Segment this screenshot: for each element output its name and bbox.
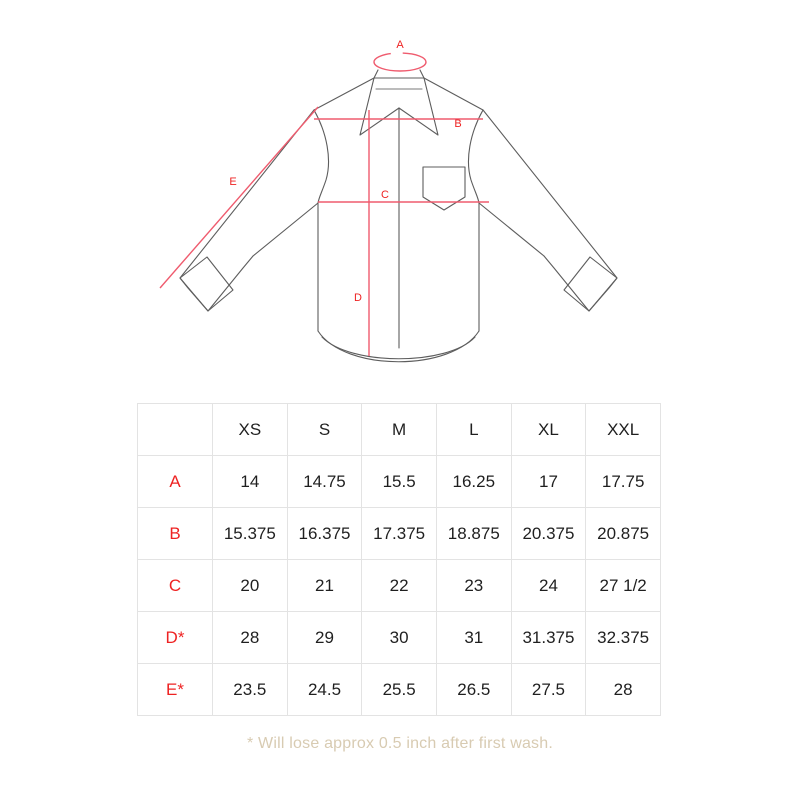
cell-b-xs: 15.375 [212,507,288,560]
size-chart-table-body: A 14 14.75 15.5 16.25 17 17.75 B 15.375 … [137,455,661,716]
cell-b-m: 17.375 [361,507,437,560]
cell-d-s: 29 [286,611,363,664]
left-sleeve-inner-seam [252,202,319,257]
column-header-xl: XL [510,403,587,456]
cell-a-xs: 14 [212,455,288,508]
left-armhole-curve [313,109,329,204]
measure-label-c: C [381,189,389,201]
cell-a-l: 16.25 [435,455,512,508]
cell-b-l: 18.875 [435,507,512,560]
measure-line-e-sleeve [159,106,319,289]
cell-c-xl: 24 [510,559,587,612]
measure-line-a-neck [373,52,427,72]
measurement-lines-group [159,52,489,356]
table-row: A 14 14.75 15.5 16.25 17 17.75 [137,455,661,508]
cell-c-m: 22 [361,559,437,612]
cell-e-xs: 23.5 [212,663,288,716]
table-row: B 15.375 16.375 17.375 18.875 20.375 20.… [137,507,661,560]
row-label-b: B [137,507,213,560]
row-label-e: E* [137,663,213,716]
cell-c-xs: 20 [212,559,288,612]
measure-label-e: E [229,176,236,188]
table-row: C 20 21 22 23 24 27 1/2 [137,559,661,612]
collar-left-point [359,77,400,136]
cell-d-m: 30 [361,611,437,664]
column-header-l: L [435,403,512,456]
size-chart-table: XS S M L XL XXL A 14 14.75 15.5 16.25 17… [137,403,661,716]
column-header-xxl: XXL [585,403,661,456]
row-label-c: C [137,559,213,612]
right-sleeve-outline [482,109,618,312]
cell-c-xxl: 27 1/2 [585,559,661,612]
wash-shrinkage-footnote: * Will lose approx 0.5 inch after first … [246,735,553,752]
column-header-m: M [361,403,437,456]
cell-b-xl: 20.375 [510,507,587,560]
cell-a-xxl: 17.75 [585,455,661,508]
column-header-s: S [286,403,363,456]
garment-outline-group [179,69,618,363]
right-sleeve-inner-seam [478,202,545,257]
left-cuff [179,256,234,312]
right-armhole-curve [468,109,484,204]
row-label-d: D* [137,611,213,664]
cell-d-xxl: 32.375 [585,611,661,664]
cell-e-m: 25.5 [361,663,437,716]
cell-a-s: 14.75 [286,455,363,508]
row-label-a: A [137,455,213,508]
cell-b-xxl: 20.875 [585,507,661,560]
cell-d-xl: 31.375 [510,611,587,664]
collar-stand-left [373,69,379,79]
cell-d-xs: 28 [212,611,288,664]
cell-e-l: 26.5 [435,663,512,716]
measure-label-d: D [354,292,362,304]
column-header-xs: XS [212,403,288,456]
collar-stand-right [419,69,425,79]
hem-inner-curve [321,336,476,360]
table-row: E* 23.5 24.5 25.5 26.5 27.5 28 [137,663,661,716]
measure-label-a: A [396,39,404,51]
cell-d-l: 31 [435,611,512,664]
collar-right-point [398,77,439,136]
shirt-measurement-diagram: A B C D E [0,0,800,395]
measure-label-b: B [454,118,461,130]
measurement-labels-group: A B C D E [229,39,461,304]
cell-e-xl: 27.5 [510,663,587,716]
right-shoulder-seam [423,77,484,111]
left-shoulder-seam [313,77,375,111]
cell-a-m: 15.5 [361,455,437,508]
left-sleeve-outline [179,109,315,312]
right-cuff [563,256,618,312]
size-chart-table-head: XS S M L XL XXL [137,403,661,456]
cell-e-s: 24.5 [286,663,363,716]
cell-c-s: 21 [286,559,363,612]
table-corner-cell [137,403,213,456]
table-row: D* 28 29 30 31 31.375 32.375 [137,611,661,664]
size-chart-table-wrapper: XS S M L XL XXL A 14 14.75 15.5 16.25 17… [137,403,661,716]
cell-e-xxl: 28 [585,663,661,716]
cell-b-s: 16.375 [286,507,363,560]
table-header-row: XS S M L XL XXL [137,403,661,456]
cell-c-l: 23 [435,559,512,612]
chest-pocket [422,166,466,211]
cell-a-xl: 17 [510,455,587,508]
